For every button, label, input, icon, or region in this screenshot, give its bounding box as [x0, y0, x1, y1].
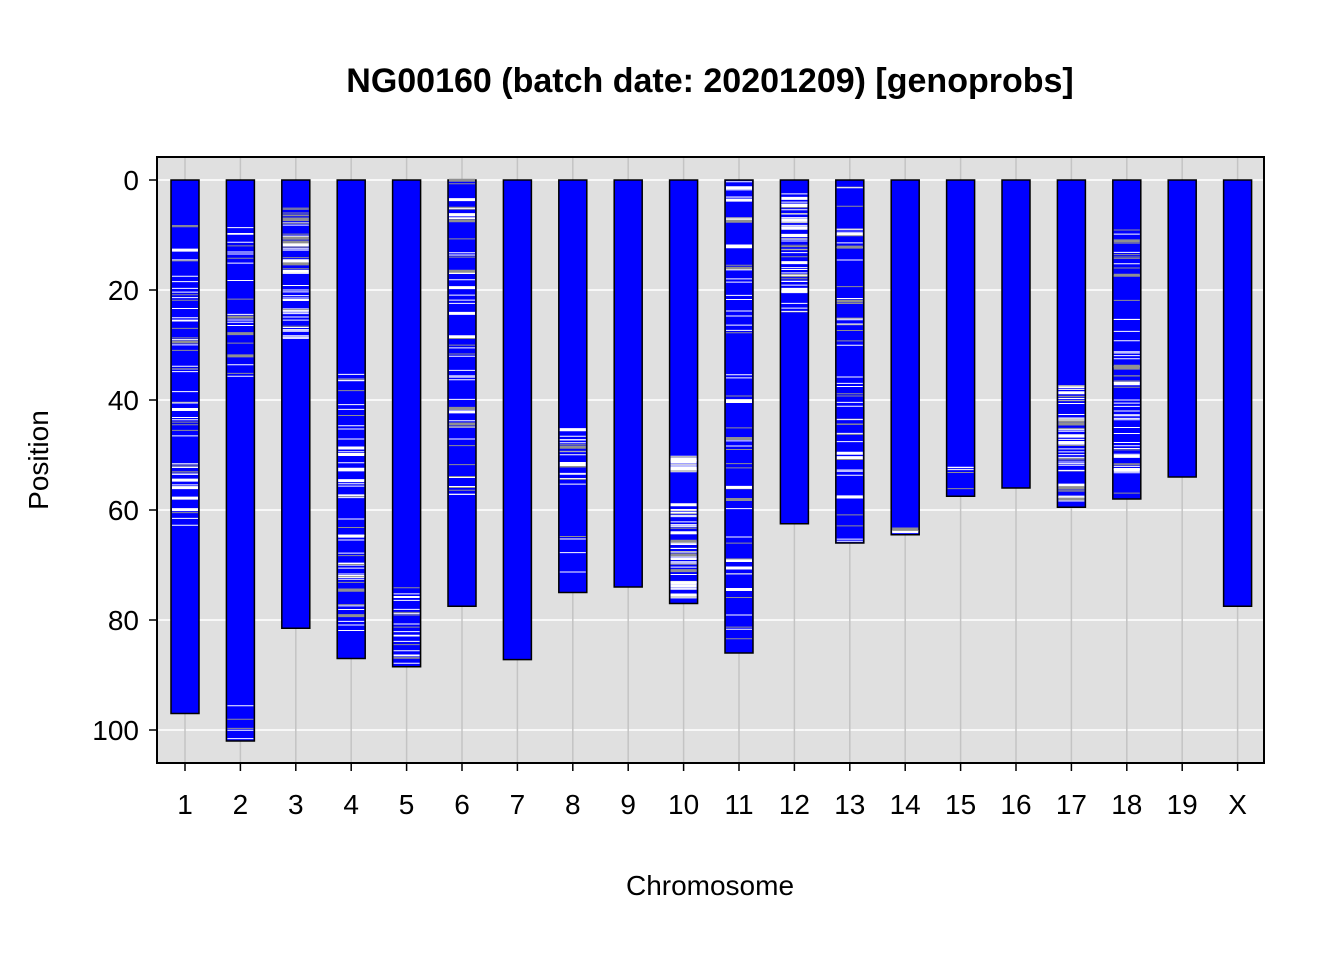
bar-body [724, 179, 754, 654]
x-tick-label: 2 [233, 789, 249, 820]
x-tick-label: 14 [890, 789, 921, 820]
bar-body [945, 179, 976, 497]
bar-body [835, 179, 865, 544]
x-tick-label: X [1228, 789, 1247, 820]
chromosome-bar-12 [779, 179, 810, 525]
x-tick-label: 10 [668, 789, 699, 820]
chromosome-bar-17 [1056, 179, 1087, 508]
x-axis-ticks: 1 2 3 4 5 6 7 8 9 10 11 12 13 14 15 16 17 18 19 X [177, 763, 1247, 820]
bar-body [890, 179, 920, 536]
bar-body [391, 179, 422, 668]
x-tick-label: 5 [399, 789, 415, 820]
y-axis-label: Position [23, 410, 54, 510]
x-tick-label: 1 [177, 789, 193, 820]
y-tick-label: 80 [108, 605, 139, 636]
bar-body [1222, 179, 1253, 607]
chromosome-bar-2 [225, 179, 256, 742]
bar-body [1112, 179, 1142, 500]
plot-frame [156, 156, 1265, 764]
chromosome-bar-1 [170, 179, 200, 715]
chromosome-bar-3 [281, 179, 311, 629]
chromosome-bar-13 [835, 179, 865, 544]
chromosome-bars [170, 178, 1253, 742]
bar-body [502, 179, 533, 661]
chromosome-bar-18 [1112, 179, 1142, 500]
bar-body [1167, 179, 1197, 478]
chromosome-bar-10 [668, 179, 699, 605]
x-tick-label: 7 [510, 789, 526, 820]
x-tick-label: 13 [834, 789, 865, 820]
chromosome-bar-11 [724, 179, 754, 654]
x-tick-label: 8 [565, 789, 581, 820]
chromosome-bar-15 [945, 179, 976, 497]
plot-panel [157, 157, 1264, 763]
chromosome-bar-8 [558, 179, 588, 594]
chromosome-bar-4 [336, 179, 366, 660]
x-tick-label: 11 [724, 789, 753, 820]
y-tick-label: 40 [108, 385, 139, 416]
bar-body [779, 179, 810, 525]
y-tick-label: 0 [123, 165, 139, 196]
x-tick-label: 18 [1111, 789, 1142, 820]
bar-body [1056, 179, 1087, 508]
x-axis-label: Chromosome [626, 870, 794, 901]
chromosome-bar-X [1222, 179, 1253, 607]
bar-body [336, 179, 366, 660]
x-tick-label: 17 [1056, 789, 1087, 820]
bar-body [225, 179, 256, 742]
chromosome-bar-7 [502, 179, 533, 661]
x-tick-label: 3 [288, 789, 304, 820]
chromosome-bar-16 [1001, 179, 1031, 489]
chromosome-bar-5 [391, 179, 422, 668]
y-tick-label: 60 [108, 495, 139, 526]
y-axis-ticks: 0 20 40 60 80 100 [92, 165, 157, 746]
x-tick-label: 15 [945, 789, 976, 820]
chart-title: NG00160 (batch date: 20201209) [genoprob… [346, 62, 1073, 100]
x-tick-label: 12 [779, 789, 810, 820]
x-tick-label: 4 [343, 789, 359, 820]
chromosome-bar-6 [447, 178, 477, 607]
bar-body [447, 179, 477, 607]
x-tick-label: 16 [1000, 789, 1031, 820]
x-tick-label: 9 [620, 789, 636, 820]
bar-body [170, 179, 200, 715]
bar-body [1001, 179, 1031, 489]
bar-body [558, 179, 588, 594]
chromosome-bar-14 [890, 179, 920, 536]
x-tick-label: 6 [454, 789, 470, 820]
y-tick-label: 20 [108, 275, 139, 306]
y-tick-label: 100 [92, 715, 139, 746]
x-tick-label: 19 [1167, 789, 1198, 820]
chromosome-bar-9 [613, 179, 643, 588]
bar-body [281, 179, 311, 629]
bar-body [613, 179, 643, 588]
chromosome-bar-19 [1167, 179, 1197, 478]
